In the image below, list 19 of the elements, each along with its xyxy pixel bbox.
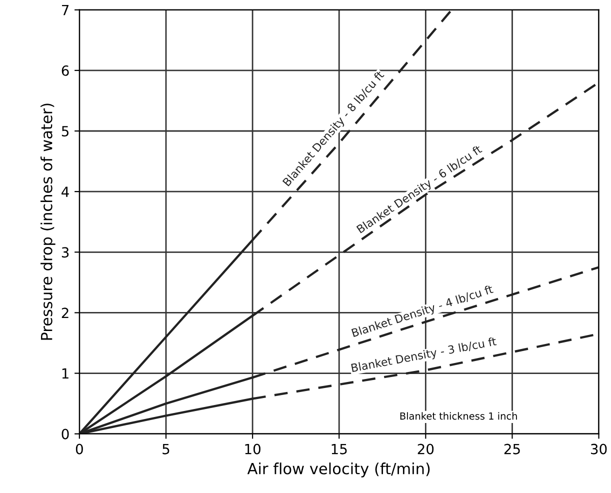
x-tick-label: 0 xyxy=(76,444,83,454)
x-tick-label: 25 xyxy=(504,444,520,454)
y-tick-label: 1 xyxy=(62,368,68,379)
y-axis-title: Pressure drop (inches of water) xyxy=(40,104,56,340)
annotation: Blanket thickness 1 inch xyxy=(400,412,517,420)
x-tick-label: 30 xyxy=(591,444,607,454)
y-tick-label: 2 xyxy=(62,308,68,318)
x-tick-label: 5 xyxy=(162,444,170,454)
y-tick-label: 5 xyxy=(62,126,68,136)
y-tick-label: 3 xyxy=(62,247,69,258)
x-tick-label: 20 xyxy=(418,444,434,454)
y-tick-label: 0 xyxy=(62,428,69,440)
x-axis-title: Air flow velocity (ft/min) xyxy=(247,462,430,478)
text: Blanket Density - 3 lb/cu ft xyxy=(351,336,498,374)
y-tick-label: 6 xyxy=(62,65,69,76)
y-tick-label: 4 xyxy=(62,186,69,197)
x-tick-label: 10 xyxy=(245,444,260,454)
x-tick-label: 15 xyxy=(332,444,347,454)
y-tick-label: 7 xyxy=(62,5,69,16)
